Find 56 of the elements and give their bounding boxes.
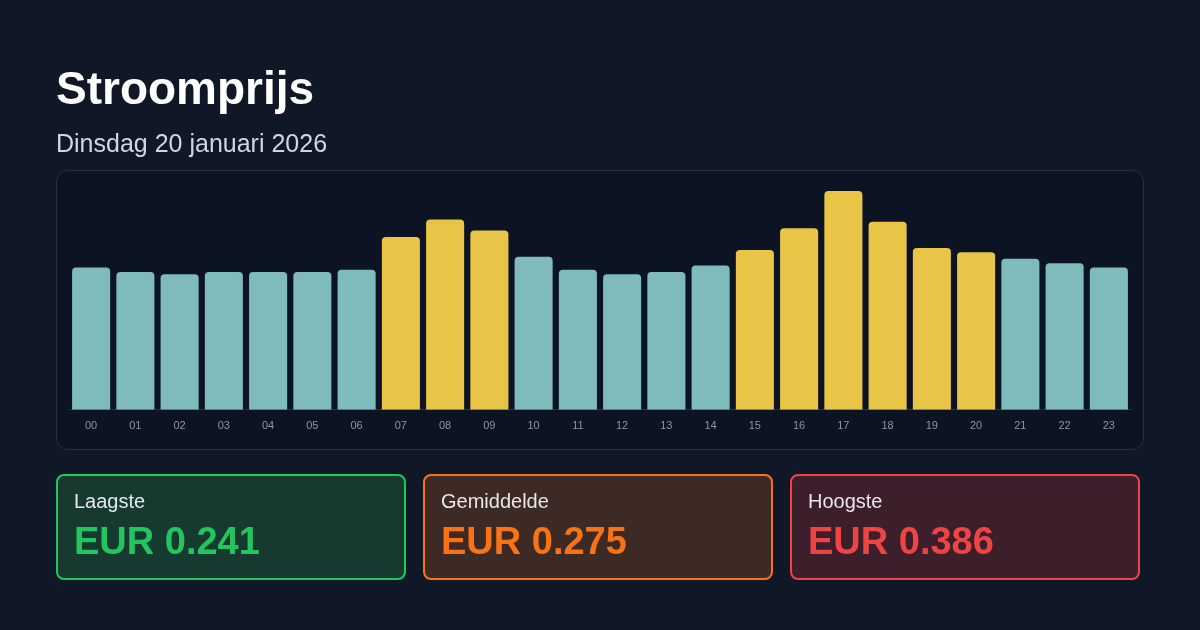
- bar: [204, 271, 243, 410]
- x-tick-label: 22: [1058, 419, 1071, 432]
- bar: [337, 269, 376, 410]
- bar: [1045, 263, 1084, 410]
- x-tick-label: 16: [793, 419, 806, 432]
- bar: [470, 230, 509, 410]
- x-tick-label: 18: [881, 419, 894, 432]
- bar: [957, 252, 996, 410]
- x-tick-label: 13: [660, 419, 673, 432]
- bar: [160, 274, 199, 410]
- x-tick-label: 04: [262, 419, 275, 432]
- x-tick-label: 06: [350, 419, 363, 432]
- chart-title: Stroomprijs: [56, 61, 315, 116]
- bar: [868, 221, 907, 410]
- bar: [824, 191, 863, 410]
- x-tick-label: 02: [173, 419, 186, 432]
- x-tick-label: 17: [837, 419, 850, 432]
- bar: [558, 269, 597, 410]
- x-tick-label: 08: [439, 419, 452, 432]
- bar: [514, 256, 553, 410]
- x-tick-label: 10: [527, 419, 540, 432]
- text: Gemiddelde: [441, 490, 549, 513]
- x-tick-label: 21: [1014, 419, 1027, 432]
- x-tick-label: 14: [704, 419, 717, 432]
- bar: [735, 250, 774, 410]
- text: EUR 0.241: [74, 520, 260, 563]
- x-tick-label: 01: [129, 419, 142, 432]
- text: Hoogste: [808, 490, 883, 513]
- bar: [912, 247, 951, 410]
- x-tick-label: 03: [217, 419, 230, 432]
- bar: [72, 267, 111, 410]
- bar: [603, 274, 642, 410]
- text: EUR 0.386: [808, 520, 994, 563]
- bar: [1001, 258, 1040, 410]
- bar: [691, 265, 730, 410]
- x-tick-label: 00: [85, 419, 98, 432]
- bar: [249, 271, 288, 410]
- bar: [426, 219, 465, 410]
- x-tick-label: 07: [394, 419, 407, 432]
- chart-subtitle: Dinsdag 20 januari 2026: [56, 128, 328, 159]
- x-tick-label: 15: [748, 419, 761, 432]
- bar: [293, 271, 332, 410]
- bar: [381, 236, 420, 410]
- x-tick-label: 05: [306, 419, 319, 432]
- bar: [116, 271, 155, 410]
- text: EUR 0.275: [441, 520, 627, 563]
- x-tick-label: 20: [970, 419, 983, 432]
- bar: [780, 228, 819, 410]
- x-tick-label: 11: [572, 419, 584, 432]
- x-tick-label: 09: [483, 419, 496, 432]
- x-tick-label: 19: [925, 419, 938, 432]
- bar: [1089, 267, 1128, 410]
- text: Laagste: [74, 490, 146, 513]
- bar: [647, 271, 686, 410]
- x-tick-label: 23: [1102, 419, 1115, 432]
- x-tick-label: 12: [616, 419, 629, 432]
